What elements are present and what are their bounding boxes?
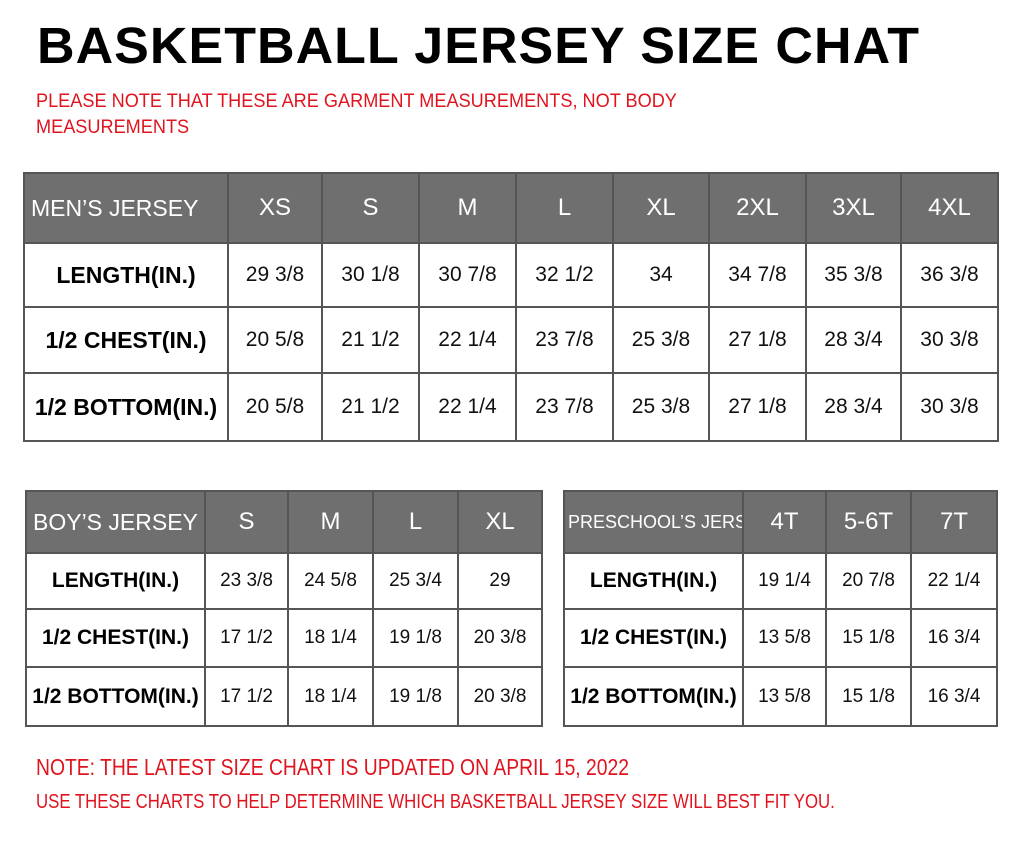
measurement-value: 21 1/2 [321,372,420,442]
measurement-value: 21 1/2 [321,306,420,374]
measurement-label: 1/2 CHEST(IN.) [23,306,229,374]
table-row: 1/2 CHEST(IN.) 17 1/2 18 1/4 19 1/8 20 3/8 [25,608,543,668]
measurement-value: 16 3/4 [910,666,998,727]
measurement-label: 1/2 BOTTOM(IN.) [563,666,744,727]
measurement-value: 30 1/8 [321,242,420,308]
size-header-cell: S [321,172,420,244]
table-row: 1/2 BOTTOM(IN.) 17 1/2 18 1/4 19 1/8 20 3/8 [25,666,543,727]
table-title-cell: MEN’S JERSEY [23,172,229,244]
measurement-value: 18 1/4 [287,608,374,668]
size-header-cell: S [204,490,289,554]
measurement-value: 20 5/8 [227,306,323,374]
measurement-value: 34 7/8 [708,242,807,308]
measurement-value: 27 1/8 [708,306,807,374]
measurement-value: 29 [457,552,543,610]
size-header-cell: XS [227,172,323,244]
measurement-value: 15 1/8 [825,608,912,668]
table-row: LENGTH(IN.) 23 3/8 24 5/8 25 3/4 29 [25,552,543,610]
measurement-value: 17 1/2 [204,666,289,727]
size-header-cell: 3XL [805,172,902,244]
size-header-cell: L [372,490,459,554]
measurement-value: 23 7/8 [515,306,614,374]
measurement-label: LENGTH(IN.) [23,242,229,308]
size-header-cell: 4XL [900,172,999,244]
page-title: BASKETBALL JERSEY SIZE CHAT [37,17,921,74]
measurement-value: 16 3/4 [910,608,998,668]
measurement-value: 22 1/4 [418,306,517,374]
size-header-cell: 4T [742,490,827,554]
measurement-value: 19 1/8 [372,666,459,727]
measurement-value: 36 3/8 [900,242,999,308]
measurement-value: 28 3/4 [805,372,902,442]
measurement-label: 1/2 CHEST(IN.) [25,608,206,668]
measurement-value: 24 5/8 [287,552,374,610]
size-header-cell: L [515,172,614,244]
preschool-size-table: PRESCHOOL’S JERSEY4T5-6T7TLENGTH(IN.)19 … [563,490,998,727]
measurement-value: 25 3/8 [612,372,710,442]
measurement-value: 20 3/8 [457,666,543,727]
measurement-value: 22 1/4 [418,372,517,442]
size-header-cell: XL [457,490,543,554]
measurement-value: 15 1/8 [825,666,912,727]
measurement-value: 25 3/4 [372,552,459,610]
update-note: NOTE: THE LATEST SIZE CHART IS UPDATED O… [36,754,630,780]
measurement-value: 27 1/8 [708,372,807,442]
table-title-cell: BOY’S JERSEY [25,490,206,554]
size-header-cell: XL [612,172,710,244]
measurement-label: 1/2 BOTTOM(IN.) [23,372,229,442]
table-row: 1/2 CHEST(IN.) 13 5/8 15 1/8 16 3/4 [563,608,998,668]
size-header-cell: 5-6T [825,490,912,554]
measurement-value: 25 3/8 [612,306,710,374]
measurement-value: 30 7/8 [418,242,517,308]
measurement-disclaimer: PLEASE NOTE THAT THESE ARE GARMENT MEASU… [36,90,677,138]
measurement-value: 32 1/2 [515,242,614,308]
size-header-cell: M [418,172,517,244]
size-header-cell: 7T [910,490,998,554]
measurement-label: 1/2 CHEST(IN.) [563,608,744,668]
measurement-value: 23 7/8 [515,372,614,442]
mens-size-table: MEN’S JERSEY XS S M L XL 2XL 3XL 4XL LENGTH(IN.) 2… [23,172,999,442]
measurement-value: 17 1/2 [204,608,289,668]
measurement-value: 28 3/4 [805,306,902,374]
header-row: MEN’S JERSEY XS S M L XL 2XL 3XL 4XL [23,172,999,244]
measurement-value: 13 5/8 [742,608,827,668]
measurement-value: 20 3/8 [457,608,543,668]
header-row: BOY’S JERSEY S M L XL [25,490,543,554]
measurement-label: 1/2 BOTTOM(IN.) [25,666,206,727]
size-header-cell: M [287,490,374,554]
measurement-value: 18 1/4 [287,666,374,727]
measurement-value: 19 1/8 [372,608,459,668]
measurement-value: 30 3/8 [900,306,999,374]
measurement-value: 20 7/8 [825,552,912,610]
measurement-value: 19 1/4 [742,552,827,610]
measurement-value: 34 [612,242,710,308]
measurement-value: 23 3/8 [204,552,289,610]
measurement-value: 30 3/8 [900,372,999,442]
measurement-value: 29 3/8 [227,242,323,308]
table-row: LENGTH(IN.) 19 1/4 20 7/8 22 1/4 [563,552,998,610]
boys-size-table: BOY’S JERSEY S M L XL LENGTH(IN.) 23 3/8 24 5/8… [25,490,543,727]
table-row: 1/2 BOTTOM(IN.) 20 5/8 21 1/2 22 1/4 23 7/8 2… [23,372,999,442]
table-row: 1/2 BOTTOM(IN.) 13 5/8 15 1/8 16 3/4 [563,666,998,727]
measurement-label: LENGTH(IN.) [25,552,206,610]
usage-note: USE THESE CHARTS TO HELP DETERMINE WHICH… [36,791,835,813]
measurement-value: 35 3/8 [805,242,902,308]
measurement-value: 20 5/8 [227,372,323,442]
measurement-value: 13 5/8 [742,666,827,727]
table-row: 1/2 CHEST(IN.) 20 5/8 21 1/2 22 1/4 23 7/8 25… [23,306,999,374]
measurement-value: 22 1/4 [910,552,998,610]
size-header-cell: 2XL [708,172,807,244]
table-title-cell: PRESCHOOL’S JERSEY [563,490,744,554]
measurement-label: LENGTH(IN.) [563,552,744,610]
table-row: LENGTH(IN.) 29 3/8 30 1/8 30 7/8 32 1/2 34 34 … [23,242,999,308]
